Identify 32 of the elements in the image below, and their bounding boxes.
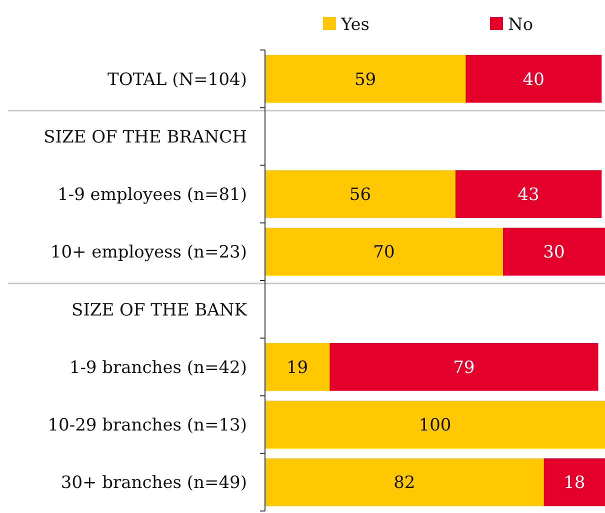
y-tick-label: 1-9 branches (n=42) xyxy=(69,358,247,378)
legend-label: No xyxy=(508,14,534,35)
data-label: 100 xyxy=(418,416,452,436)
bar xyxy=(265,458,544,506)
data-label: 43 xyxy=(518,185,540,206)
y-tick-label: 30+ branches (n=49) xyxy=(60,473,247,494)
y-tick-label: SIZE OF THE BANK xyxy=(72,300,248,320)
bar xyxy=(265,343,330,391)
y-tick-label: 10+ employess (n=23) xyxy=(50,242,247,263)
data-label: 70 xyxy=(373,242,395,263)
y-tick-label: TOTAL (N=104) xyxy=(108,70,247,90)
y-tick-label: 1-9 employees (n=81) xyxy=(58,185,247,206)
y-tick-label: SIZE OF THE BRANCH xyxy=(44,127,247,148)
bar xyxy=(503,228,605,276)
data-label: 19 xyxy=(286,358,308,378)
bar xyxy=(265,400,605,448)
bar xyxy=(330,343,598,391)
y-tick-label: 10-29 branches (n=13) xyxy=(48,416,247,436)
bar xyxy=(265,228,503,276)
data-label: 40 xyxy=(522,70,544,90)
bar xyxy=(544,458,605,506)
data-label: 82 xyxy=(394,473,416,494)
legend-label: Yes xyxy=(340,14,370,35)
data-label: 59 xyxy=(354,70,376,90)
bar xyxy=(466,54,602,103)
bar xyxy=(455,170,602,218)
bar xyxy=(265,54,466,103)
data-label: 30 xyxy=(543,242,565,263)
data-label: 56 xyxy=(349,185,372,206)
data-label: 18 xyxy=(564,473,586,494)
bar xyxy=(265,170,456,218)
data-label: 79 xyxy=(453,358,475,378)
